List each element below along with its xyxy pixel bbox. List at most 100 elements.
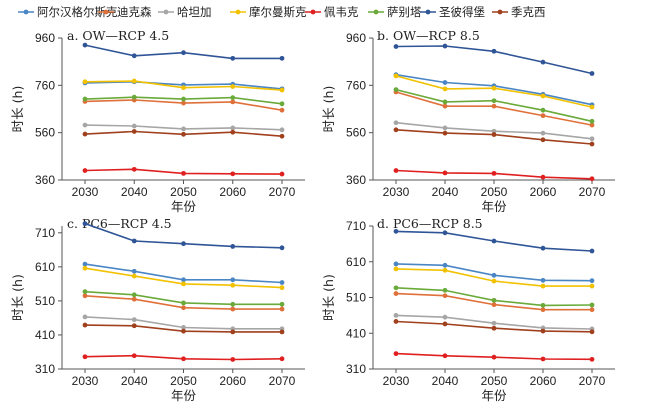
data-point [131, 78, 137, 84]
data-point [540, 245, 546, 251]
legend-item: 圣彼得堡 [420, 5, 485, 19]
x-tick-label: 2040 [432, 374, 459, 388]
x-axis-label: 年份 [481, 388, 507, 403]
data-point [442, 230, 448, 236]
data-point [589, 104, 595, 110]
y-axis-label: 时长 (h) [10, 274, 25, 321]
legend-label: 萨别塔 [387, 5, 422, 19]
x-tick-label: 2050 [481, 374, 508, 388]
data-point [131, 273, 137, 279]
data-point [230, 306, 236, 312]
data-point [491, 297, 497, 303]
data-point [82, 322, 88, 328]
legend-label: 阿尔汉格尔斯克 [37, 5, 118, 19]
data-point [491, 98, 497, 104]
data-point [279, 245, 285, 251]
series-6 [393, 87, 595, 124]
data-point [491, 85, 497, 91]
data-point [181, 170, 186, 176]
data-point [442, 267, 448, 273]
data-point [279, 280, 285, 285]
data-point [82, 354, 88, 360]
y-tick-label: 510 [35, 294, 55, 308]
data-point [589, 248, 595, 254]
y-tick-label: 560 [35, 126, 55, 140]
data-point [589, 302, 595, 308]
data-point [82, 96, 88, 102]
data-point [181, 126, 186, 132]
series-4 [82, 265, 285, 291]
y-tick-label: 960 [35, 31, 55, 45]
y-tick-label: 760 [346, 78, 366, 92]
data-point [181, 328, 186, 334]
series-3 [393, 312, 595, 332]
legend-label: 佩韦克 [324, 5, 359, 19]
data-point [540, 107, 546, 113]
y-tick-label: 410 [346, 326, 366, 340]
data-point [131, 296, 137, 302]
series-8 [82, 129, 285, 139]
legend: 阿尔汉格尔斯克 迪克森 哈坦加 摩尔曼斯克 佩韦克 萨别塔 圣彼得堡 季克西 [18, 5, 546, 19]
data-point [230, 244, 236, 249]
x-axis-label: 年份 [171, 199, 197, 214]
data-point [442, 99, 448, 105]
x-tick-label: 2060 [219, 374, 246, 388]
y-tick-label: 360 [35, 173, 55, 187]
data-point [491, 132, 497, 137]
x-tick-label: 2030 [72, 185, 99, 199]
x-tick-label: 2050 [170, 374, 197, 388]
series-4 [393, 266, 595, 289]
data-point [82, 265, 88, 271]
y-axis-label: 时长 (h) [10, 86, 25, 133]
data-point [131, 323, 137, 329]
series-7 [82, 42, 285, 61]
data-point [131, 268, 137, 274]
legend-swatch-marker [310, 9, 316, 15]
y-tick-label: 610 [35, 260, 55, 274]
series-4 [82, 78, 285, 93]
data-point [82, 293, 88, 299]
x-axis-label: 年份 [481, 199, 507, 214]
legend-item: 迪克森 [98, 5, 152, 19]
legend-label: 迪克森 [117, 5, 152, 19]
x-tick-label: 2040 [121, 185, 148, 199]
data-point [82, 289, 88, 295]
data-point [491, 272, 497, 278]
data-point [393, 127, 399, 133]
data-point [230, 171, 236, 177]
data-point [181, 85, 186, 91]
legend-item: 萨别塔 [368, 5, 422, 19]
data-point [540, 59, 546, 65]
legend-swatch-marker [497, 9, 503, 15]
series-2 [393, 89, 595, 128]
data-point [589, 136, 595, 142]
x-tick-label: 2050 [170, 185, 197, 199]
data-point [131, 292, 137, 298]
data-point [442, 314, 448, 320]
x-tick-label: 2070 [579, 185, 606, 199]
data-point [393, 266, 399, 272]
series-2 [82, 293, 285, 312]
data-point [393, 351, 399, 357]
data-point [181, 96, 186, 102]
data-point [82, 131, 88, 137]
data-point [131, 129, 137, 134]
series-8 [393, 127, 595, 147]
data-point [279, 133, 285, 139]
legend-label: 摩尔曼斯克 [249, 5, 307, 19]
x-tick-label: 2040 [432, 185, 459, 199]
legend-swatch-marker [103, 9, 109, 15]
data-point [589, 278, 595, 284]
data-point [279, 107, 285, 113]
series-3 [393, 120, 595, 142]
data-point [131, 123, 137, 129]
series-line [395, 263, 593, 282]
data-point [442, 86, 448, 92]
data-point [230, 282, 236, 288]
series-6 [82, 289, 285, 307]
y-tick-label: 410 [35, 328, 55, 342]
x-tick-label: 2070 [579, 374, 606, 388]
y-tick-label: 310 [35, 362, 55, 376]
panel-a: 360 560 760 960 2030 2040 2050 2060 2070 年份 时长 (h)… [10, 28, 305, 214]
data-point [279, 329, 285, 335]
